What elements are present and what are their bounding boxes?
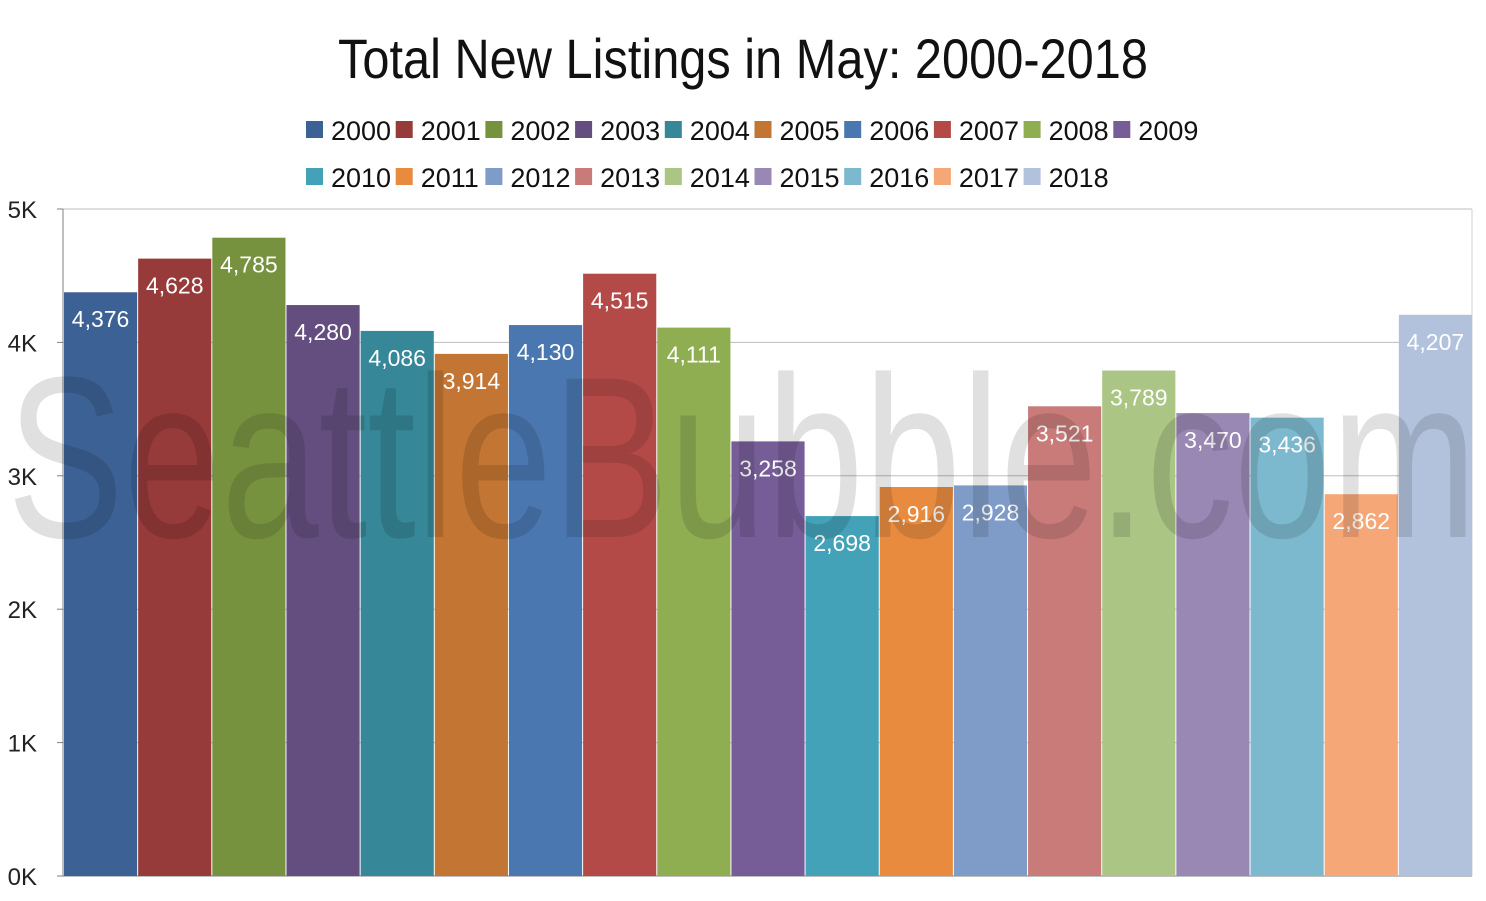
legend-swatch-2007: [933, 121, 951, 138]
legend-label-2013: 2013: [600, 163, 660, 193]
legend-label-2008: 2008: [1049, 116, 1109, 146]
bar-2016: [1250, 417, 1324, 876]
legend-label-2009: 2009: [1138, 116, 1198, 146]
bar-label-2016: 3,436: [1258, 432, 1316, 458]
bar-labels: 4,376 4,628 4,785 4,280 4,086 3,914 4,130 4,515…: [72, 252, 1464, 556]
bar-2002: [212, 237, 286, 876]
watermark: SeattleBubble.com: [7, 329, 1477, 586]
legend-swatch-2011: [395, 168, 413, 185]
bar-label-2014: 3,789: [1110, 385, 1168, 411]
legend-swatch-2002: [485, 121, 503, 138]
legend-label-2014: 2014: [690, 163, 750, 193]
legend-swatch-2006: [844, 121, 862, 138]
legend-swatch-2009: [1113, 121, 1131, 138]
legend-label-2003: 2003: [600, 116, 660, 146]
bar-2018: [1398, 314, 1472, 876]
y-tick-label: 2K: [8, 597, 37, 624]
legend-swatch-2010: [306, 168, 323, 185]
bar-label-2000: 4,376: [72, 306, 130, 332]
bar-label-2001: 4,628: [146, 273, 204, 299]
legend-swatch-2016: [844, 168, 862, 185]
bar-2004: [360, 330, 434, 876]
bar-label-2017: 2,862: [1332, 508, 1390, 534]
bar-2009: [731, 441, 805, 876]
legend-swatch-2014: [664, 168, 682, 185]
legend-label-2004: 2004: [690, 116, 750, 146]
legend-label-2000: 2000: [331, 116, 391, 146]
legend-swatch-2003: [575, 121, 593, 138]
bar-label-2006: 4,130: [517, 339, 575, 365]
bar-label-2015: 3,470: [1184, 427, 1242, 453]
bar-2011: [879, 487, 953, 876]
chart-legend: 2000 2001 2002 2003 2004 2005 2006 2007 2008 2009…: [306, 116, 1198, 193]
chart-title: Total New Listings in May: 2000-2018: [338, 27, 1148, 90]
legend-label-2006: 2006: [869, 116, 929, 146]
bar-label-2009: 3,258: [739, 455, 797, 481]
bar-2012: [953, 485, 1028, 876]
y-tick-label: 3K: [8, 464, 37, 491]
legend-swatch-2000: [306, 121, 323, 138]
bar-2008: [657, 327, 731, 876]
bar-label-2007: 4,515: [591, 288, 649, 314]
bar-2014: [1102, 370, 1176, 876]
bar-label-2012: 2,928: [962, 499, 1020, 525]
legend-swatch-2008: [1023, 121, 1041, 138]
bar-label-2010: 2,698: [813, 530, 871, 556]
legend-label-2015: 2015: [780, 163, 840, 193]
legend-label-2017: 2017: [959, 163, 1019, 193]
bar-label-2008: 4,111: [667, 342, 721, 368]
legend-swatch-2001: [395, 121, 413, 138]
bar-label-2018: 4,207: [1407, 329, 1465, 355]
legend-label-2018: 2018: [1049, 163, 1109, 193]
bar-label-2013: 3,521: [1036, 420, 1094, 446]
legend-swatch-2018: [1023, 168, 1041, 185]
legend-swatch-2004: [664, 121, 682, 138]
bar-2015: [1176, 413, 1250, 876]
y-tick-label: 0K: [8, 864, 37, 891]
bar-2000: [64, 292, 138, 877]
bar-label-2005: 3,914: [443, 368, 501, 394]
bars: [64, 237, 1472, 877]
legend-label-2012: 2012: [510, 163, 570, 193]
legend-swatch-2015: [754, 168, 772, 185]
bar-2006: [508, 325, 583, 877]
legend-label-2002: 2002: [510, 116, 570, 146]
bar-2017: [1324, 494, 1398, 876]
bar-label-2002: 4,785: [220, 252, 278, 278]
legend-swatch-2013: [575, 168, 593, 185]
bar-2013: [1028, 406, 1102, 876]
y-tick-label: 1K: [8, 731, 37, 758]
legend-label-2001: 2001: [421, 116, 481, 146]
bar-label-2003: 4,280: [294, 319, 352, 345]
legend-label-2007: 2007: [959, 116, 1019, 146]
bar-2001: [138, 258, 212, 877]
y-tick-label: 5K: [8, 197, 37, 224]
legend-label-2016: 2016: [869, 163, 929, 193]
bar-2003: [286, 305, 360, 877]
legend-swatch-2012: [485, 168, 503, 185]
y-tick-label: 4K: [8, 330, 37, 357]
bar-label-2011: 2,916: [888, 501, 946, 527]
legend-label-2010: 2010: [331, 163, 391, 193]
bar-label-2004: 4,086: [368, 345, 426, 371]
legend-label-2011: 2011: [421, 163, 479, 193]
legend-swatch-2017: [933, 168, 951, 185]
bar-2007: [583, 273, 657, 877]
legend-swatch-2005: [754, 121, 772, 138]
bar-2010: [805, 516, 879, 876]
bar-2005: [434, 353, 508, 876]
legend-label-2005: 2005: [780, 116, 840, 146]
